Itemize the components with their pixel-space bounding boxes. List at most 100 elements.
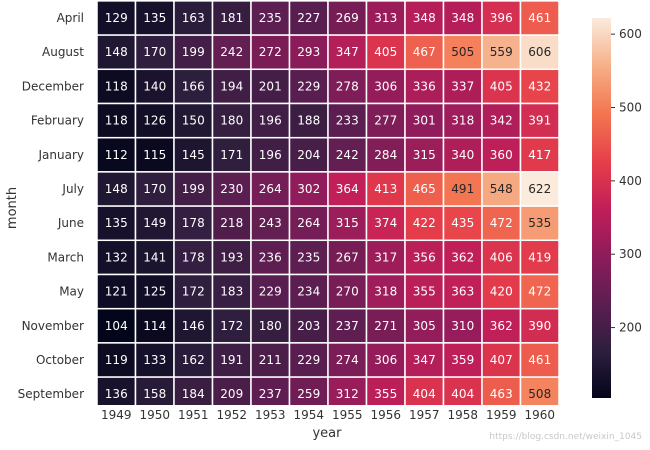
cell-value-label: 364 bbox=[336, 182, 359, 196]
cell-value-label: 435 bbox=[451, 216, 474, 230]
colorbar-ticks: 200 300 400 500 600 bbox=[611, 27, 642, 335]
cell-value-label: 302 bbox=[297, 182, 320, 196]
cell-value-label: 119 bbox=[105, 353, 128, 367]
x-tick-labels: 1949 1950 1951 1952 1953 1954 1955 1956 1957 1958… bbox=[101, 408, 555, 422]
cell-value-label: 348 bbox=[413, 11, 436, 25]
y-tick-label: August bbox=[42, 45, 84, 59]
cell-value-label: 305 bbox=[413, 319, 436, 333]
cell-value-label: 413 bbox=[374, 182, 397, 196]
cell-value-label: 404 bbox=[451, 387, 474, 401]
colorbar-tick-label: 300 bbox=[619, 247, 642, 261]
cell-value-label: 166 bbox=[182, 79, 205, 93]
heatmap-cell bbox=[442, 239, 483, 276]
cell-value-label: 396 bbox=[490, 11, 513, 25]
cell-value-label: 178 bbox=[182, 216, 205, 230]
cell-value-label: 264 bbox=[259, 182, 282, 196]
cell-value-label: 505 bbox=[451, 45, 474, 59]
heatmap-cell bbox=[173, 102, 214, 139]
cell-value-label: 405 bbox=[374, 45, 397, 59]
heatmap-cell bbox=[404, 1, 445, 36]
y-tick-label: October bbox=[36, 353, 84, 367]
heatmap-cell bbox=[442, 102, 483, 139]
heatmap-cell bbox=[404, 34, 445, 71]
heatmap-cell bbox=[404, 136, 445, 173]
cell-value-label: 360 bbox=[490, 148, 513, 162]
cell-value-label: 184 bbox=[182, 387, 205, 401]
cell-value-label: 259 bbox=[297, 387, 320, 401]
cell-value-label: 145 bbox=[182, 148, 205, 162]
y-tick-label: December bbox=[22, 79, 84, 93]
cell-value-label: 112 bbox=[105, 148, 128, 162]
heatmap-cell bbox=[519, 342, 559, 378]
cell-value-label: 158 bbox=[143, 387, 166, 401]
x-tick-label: 1953 bbox=[255, 408, 286, 422]
cell-value-label: 191 bbox=[220, 353, 243, 367]
cell-value-label: 171 bbox=[220, 148, 243, 162]
heatmap-cell bbox=[211, 171, 252, 207]
heatmap-cell bbox=[134, 307, 175, 344]
heatmap-cell bbox=[97, 68, 137, 105]
y-axis-label: month bbox=[5, 187, 20, 229]
heatmap-cell bbox=[404, 273, 445, 310]
cell-value-label: 193 bbox=[220, 250, 243, 264]
heatmap-cell bbox=[365, 342, 406, 378]
heatmap-cell bbox=[404, 376, 445, 405]
cell-value-label: 162 bbox=[182, 353, 205, 367]
x-axis-label: year bbox=[312, 426, 342, 441]
heatmap-cell bbox=[134, 273, 175, 310]
heatmap-cell bbox=[519, 205, 559, 242]
cell-value-label: 118 bbox=[105, 114, 128, 128]
x-tick-label: 1951 bbox=[178, 408, 209, 422]
cell-value-label: 140 bbox=[143, 79, 166, 93]
heatmap-cell bbox=[404, 239, 445, 276]
cell-value-label: 172 bbox=[182, 285, 205, 299]
cell-value-label: 461 bbox=[528, 353, 551, 367]
cell-value-label: 318 bbox=[374, 285, 397, 299]
colorbar-tick-label: 500 bbox=[619, 100, 642, 114]
cell-value-label: 313 bbox=[374, 11, 397, 25]
cell-value-label: 121 bbox=[105, 285, 128, 299]
heatmap-cell bbox=[211, 239, 252, 276]
x-tick-label: 1957 bbox=[409, 408, 440, 422]
cell-value-label: 272 bbox=[259, 45, 282, 59]
heatmap-cell bbox=[250, 205, 291, 242]
cell-value-label: 135 bbox=[105, 216, 128, 230]
cell-value-label: 146 bbox=[182, 319, 205, 333]
heatmap-cell bbox=[365, 1, 406, 36]
cell-value-label: 233 bbox=[336, 114, 359, 128]
heatmap-cell bbox=[519, 273, 559, 310]
heatmap-cell bbox=[327, 136, 368, 173]
heatmap-cell bbox=[327, 1, 368, 36]
heatmap-cell bbox=[519, 102, 559, 139]
heatmap-cell bbox=[481, 376, 522, 405]
heatmap-cell bbox=[288, 34, 329, 71]
cell-value-label: 172 bbox=[220, 319, 243, 333]
cell-value-label: 129 bbox=[105, 11, 128, 25]
y-tick-label: September bbox=[18, 387, 84, 401]
cell-value-label: 359 bbox=[451, 353, 474, 367]
y-tick-label: February bbox=[31, 114, 84, 128]
cell-value-label: 181 bbox=[220, 11, 243, 25]
cell-value-label: 199 bbox=[182, 45, 205, 59]
cell-value-label: 318 bbox=[451, 114, 474, 128]
x-tick-label: 1950 bbox=[139, 408, 170, 422]
x-tick-label: 1954 bbox=[293, 408, 324, 422]
x-tick-label: 1949 bbox=[101, 408, 132, 422]
y-tick-label: June bbox=[57, 216, 84, 230]
cell-value-label: 125 bbox=[143, 285, 166, 299]
cell-value-label: 463 bbox=[490, 387, 513, 401]
cell-value-label: 242 bbox=[220, 45, 243, 59]
cell-value-label: 183 bbox=[220, 285, 243, 299]
cell-value-label: 374 bbox=[374, 216, 397, 230]
cell-value-label: 312 bbox=[336, 387, 359, 401]
cell-value-label: 132 bbox=[105, 250, 128, 264]
y-tick-label: July bbox=[61, 182, 84, 196]
cell-value-label: 467 bbox=[413, 45, 436, 59]
heatmap-cell bbox=[211, 102, 252, 139]
cell-value-label: 432 bbox=[528, 79, 551, 93]
cell-value-label: 548 bbox=[490, 182, 513, 196]
cell-value-label: 362 bbox=[451, 250, 474, 264]
heatmap-cell bbox=[365, 34, 406, 71]
cell-value-label: 277 bbox=[374, 114, 397, 128]
